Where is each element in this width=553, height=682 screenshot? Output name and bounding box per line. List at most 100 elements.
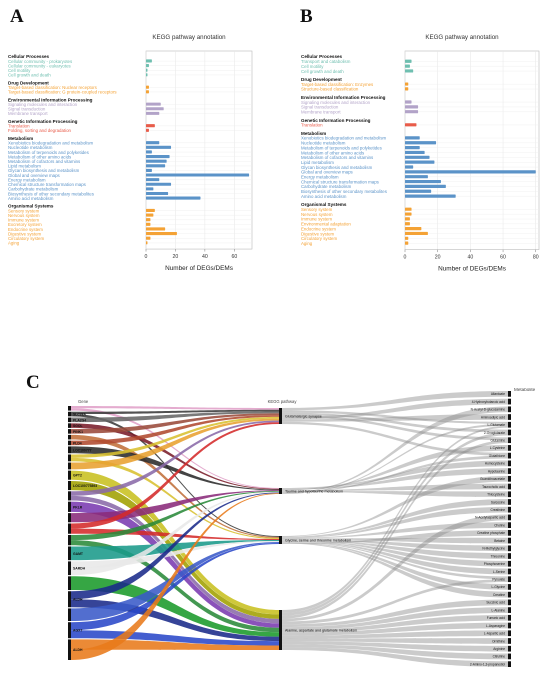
bar [146,73,148,77]
gene-pathway-link [71,493,279,660]
pathway-metabolite-link [282,641,508,652]
category-label: Biosynthesis of other secondary metaboli… [301,189,388,194]
group-label: Drug Development [8,80,49,85]
pathway-metabolite-link [282,414,508,441]
gene-label: SARDH [73,567,86,571]
pathway-metabolite-link [282,542,508,598]
gene-node [68,591,71,608]
group-label: Metabolism [301,131,326,136]
pathway-metabolite-link [282,432,508,616]
metabolite-node [508,406,511,413]
gene-node [68,411,71,417]
category-label: Metabolism of cofactors and vitamins [301,155,374,160]
category-label: Aging [8,241,20,246]
gene-node [68,546,71,561]
metabolite-label: Creatinine [490,508,505,512]
pathway-metabolite-link [282,599,508,628]
bar [146,173,250,177]
x-tick-label: 40 [467,255,473,261]
gene-pathway-link [71,406,279,410]
category-label: Carbohydrate metabolism [8,187,59,192]
category-label: Cell motility [301,64,324,69]
metabolite-label: Ornithine [492,639,505,643]
pathway-metabolite-link [282,522,508,539]
bar [405,241,409,245]
group-label: Metabolism [8,136,33,141]
bar [146,124,155,128]
pathway-node [279,488,282,494]
category-label: Environmental adaptation [301,222,351,227]
gene-pathway-link [71,415,279,446]
chart-title: KEGG pathway annotation [425,34,499,41]
bar [146,236,151,240]
metabolite-label: L-Glutamate [487,423,505,427]
kegg-bar-chart-b: KEGG pathway annotation 0 20 40 60 80 Number o… [301,34,540,273]
pathway-label: Glycine, serine and threonine metabolism [285,539,351,543]
category-label: Cell motility [8,68,31,73]
gene-node [68,440,71,446]
bar [146,128,149,132]
bar [405,227,422,231]
bar [405,141,437,145]
pathway-metabolite-link [282,540,508,567]
category-label: Cellular community - eukaryotes [8,63,72,68]
bar [146,164,166,168]
group-label: Organismal Systems [8,204,54,209]
metabolite-node [508,645,511,652]
bar [405,69,414,73]
bar [405,217,410,221]
pathway-metabolite-link [282,414,508,422]
gene-pathway-link [71,491,279,541]
metabolite-node [508,545,511,552]
pathway-label: Alanine, aspartate and glutamate metabol… [285,629,357,633]
category-label: Target-based classification: G protein-c… [8,90,117,95]
gene-pathway-link [71,543,279,631]
gene-label: PINK1 [73,430,83,434]
bar [146,182,172,186]
bar [405,170,536,174]
x-tick-label: 0 [145,254,148,260]
pathway-metabolite-link [282,539,508,559]
category-label: Transport and catabolism [301,59,351,64]
metabolite-label: Succinic acid [486,601,505,605]
metabolite-label: Threonine [491,554,506,558]
bar [405,231,428,236]
category-label: Amino acid metabolism [8,196,54,201]
category-label: Signaling molecules and interaction [301,100,371,105]
category-label: Folding, sorting and degradation [8,128,72,133]
category-label: Target-based classification: Enzymes [301,82,374,87]
metabolite-label: Fumaric acid [487,616,505,620]
gene-pathway-link [71,434,279,538]
category-label: Xenobiotics biodegradation and metabolis… [8,141,94,146]
bar [146,141,160,145]
category-label: Excretory system [8,222,42,227]
metabolite-node [508,607,511,613]
metabolite-label: Aminoadipic acid [481,415,505,419]
bar [405,59,412,63]
pathway-metabolite-link [282,421,508,456]
category-label: Signal transduction [301,105,339,110]
gene-label: PLA2G4 [73,418,86,422]
bar [405,105,419,109]
pathway-metabolite-link [282,537,508,544]
bar [405,194,456,198]
metabolite-label: L-Serine [493,570,505,574]
pathway-metabolite-link [282,455,508,493]
panel-letter-b: B [300,6,313,27]
metabolite-node [508,560,511,567]
x-tick-label: 20 [435,255,441,261]
metabolite-label: Glutamine [490,438,505,442]
group-label: Genetic Information Processing [301,118,371,123]
category-label: Nucleotide metabolism [8,145,53,150]
gene-pathway-link [71,409,279,415]
metabolite-label: Taurocholic acid [482,485,505,489]
category-label: Lipid metabolism [301,160,334,165]
pathway-metabolite-link [282,445,508,491]
metabolite-label: Phosphoserine [484,562,505,566]
metabolite-node [508,638,511,644]
pathway-metabolite-link [282,542,508,590]
metabolite-label: N-Methylglycine [482,547,505,551]
pathway-label: Taurine and hypotaurine metabolism [285,490,343,494]
pathway-metabolite-link [282,398,508,420]
